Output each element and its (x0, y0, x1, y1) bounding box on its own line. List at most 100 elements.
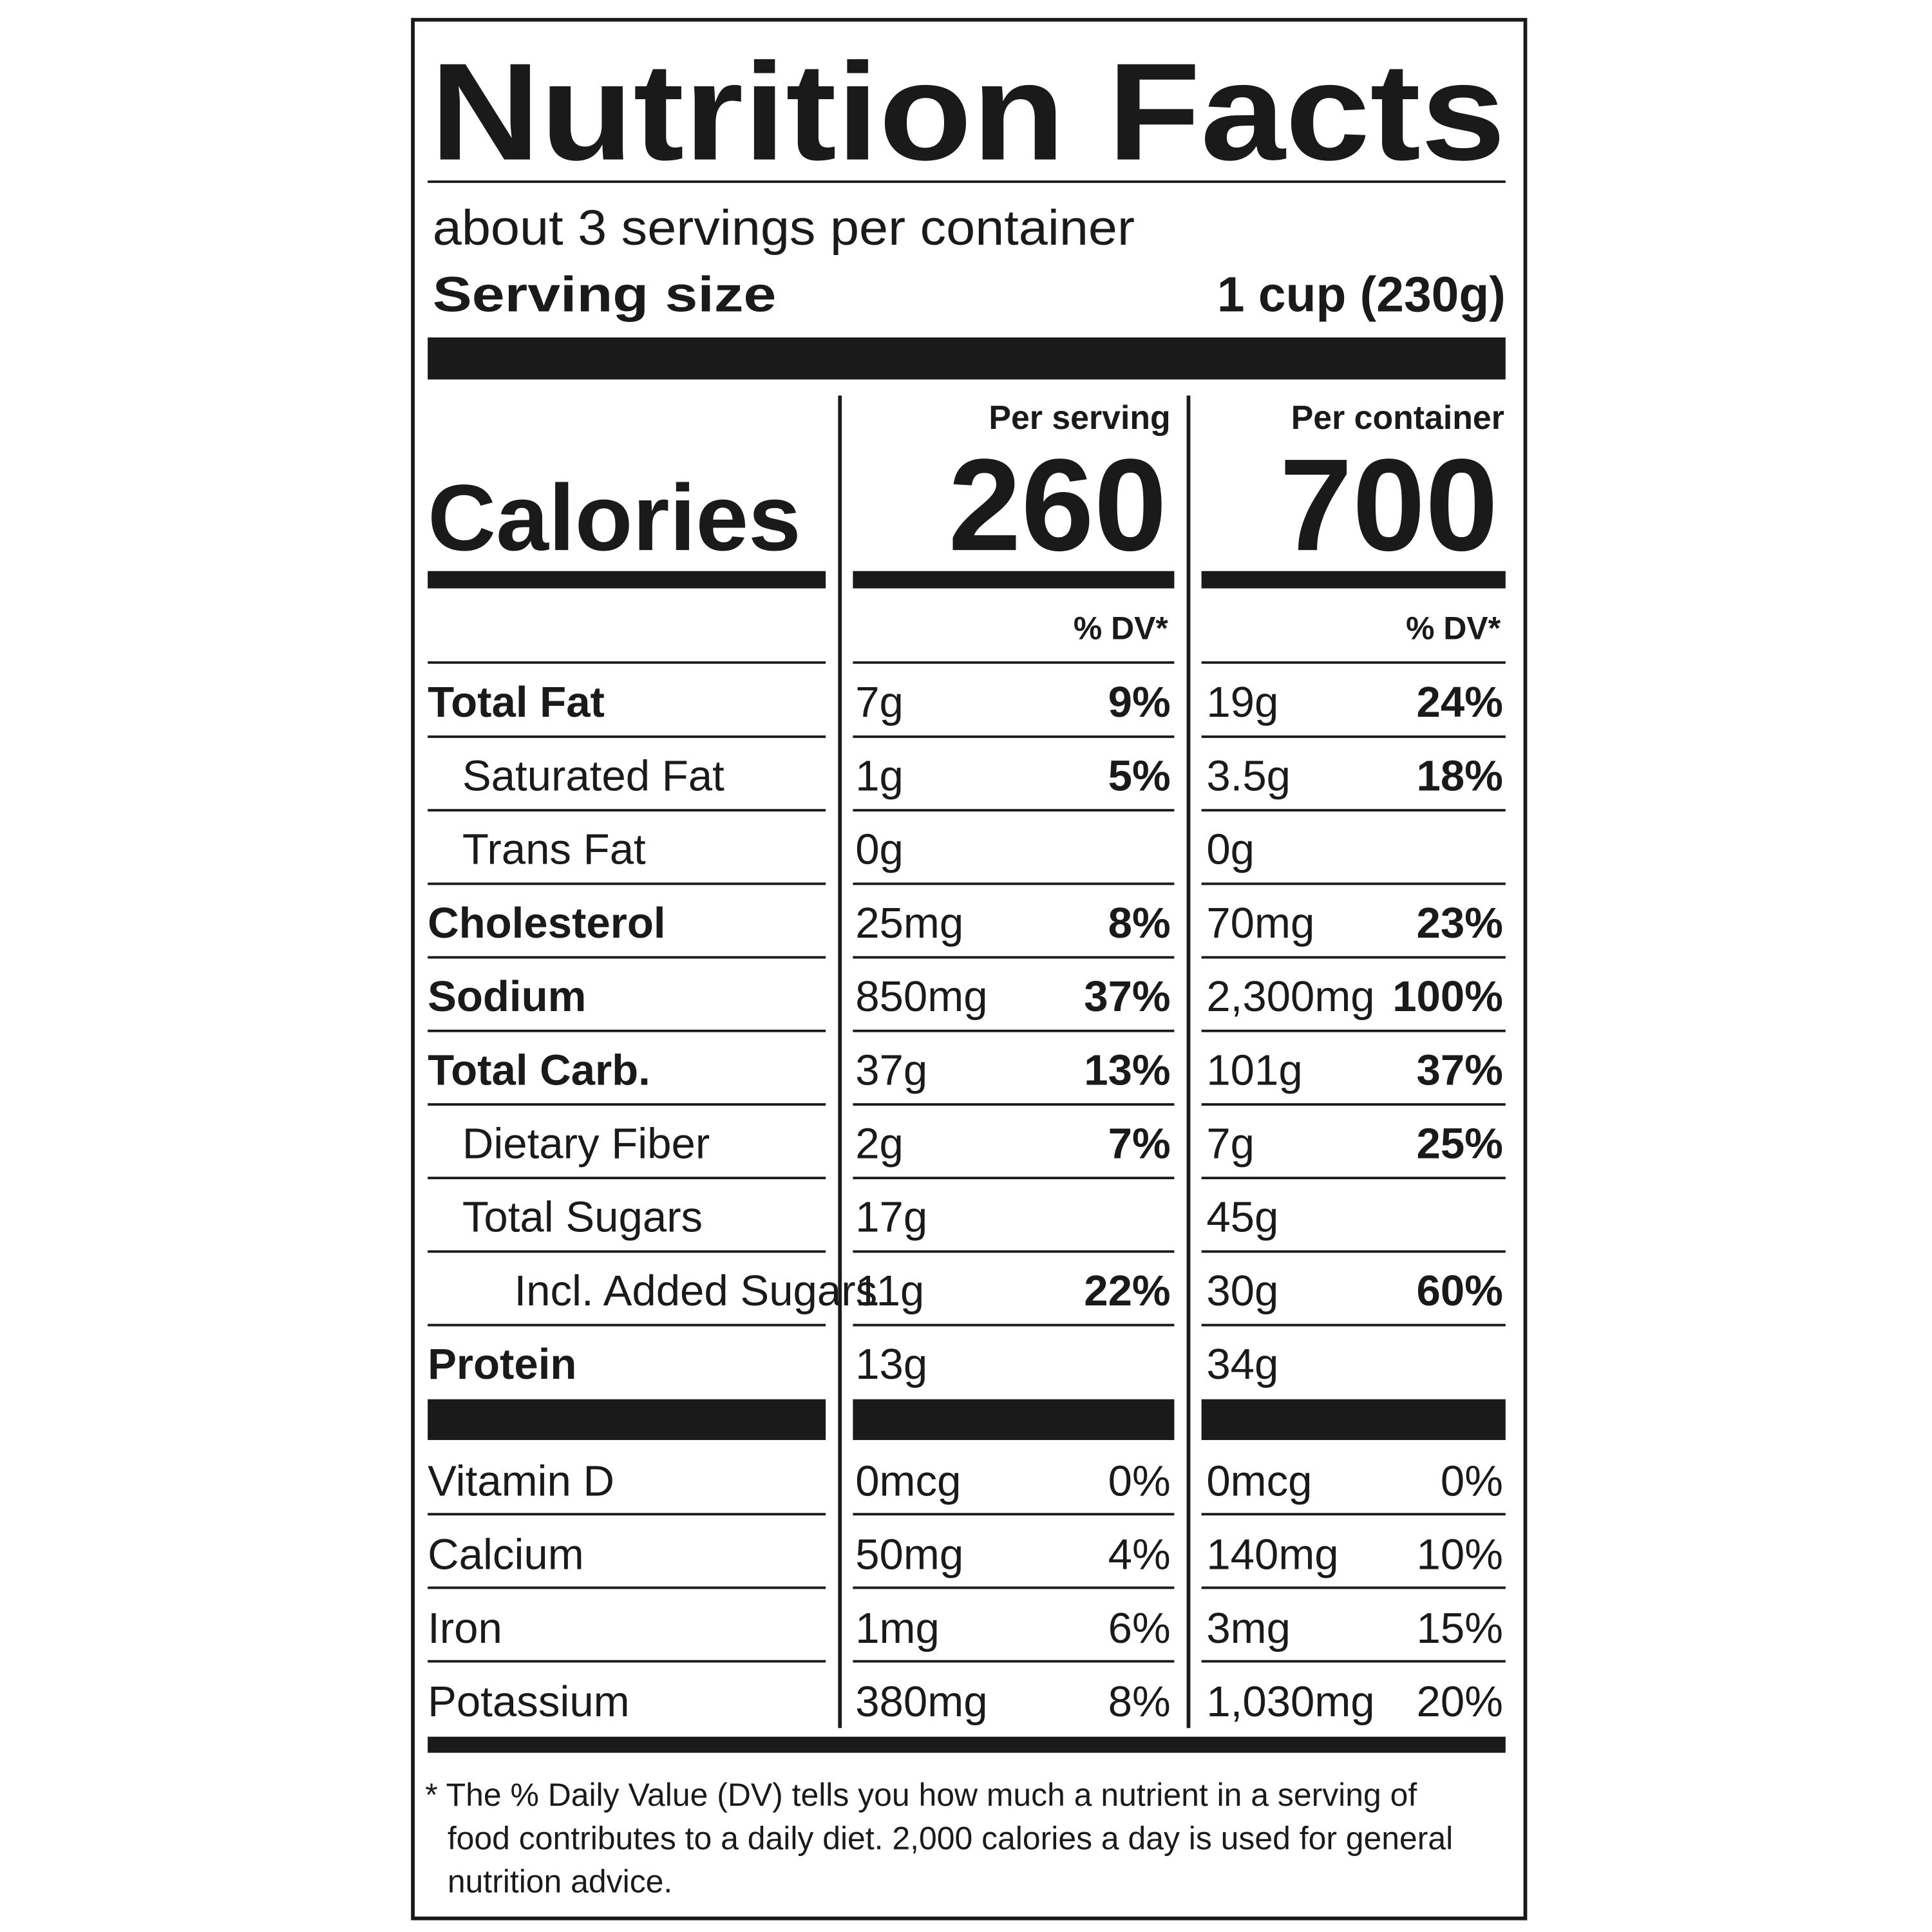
thick-bar (853, 1399, 1175, 1441)
footnote-line: nutrition advice. (448, 1864, 672, 1900)
column-divider (1186, 395, 1191, 1728)
amount: 37g (855, 1046, 927, 1094)
row-rule (853, 1103, 1175, 1106)
amount: 34g (1206, 1340, 1278, 1388)
row-rule (1201, 882, 1506, 886)
daily-value: 22% (1084, 1267, 1170, 1315)
thick-bar (1201, 1399, 1506, 1441)
nutrient-name: Total Carb. (428, 1046, 650, 1094)
row-rule (428, 882, 826, 886)
row-rule (1201, 1323, 1506, 1327)
row-rule (1201, 1250, 1506, 1253)
daily-value: 7% (1108, 1119, 1171, 1168)
column-header: Per serving (989, 399, 1170, 436)
amount: 0g (1206, 826, 1255, 874)
amount: 1g (855, 752, 904, 800)
amount: 850mg (855, 972, 987, 1021)
row-rule (428, 1323, 826, 1327)
row-rule (1201, 1029, 1506, 1032)
row-rule (1201, 735, 1506, 738)
daily-value: 8% (1108, 899, 1171, 947)
nutrient-name: Total Sugars (462, 1193, 703, 1242)
border (411, 17, 1528, 1920)
amount: 25mg (855, 899, 963, 947)
row-rule (428, 956, 826, 959)
amount: 7g (855, 678, 904, 726)
daily-value: 18% (1417, 752, 1503, 800)
daily-value: 25% (1417, 1119, 1503, 1168)
row-rule (428, 1103, 826, 1106)
nutrient-name: Iron (428, 1604, 502, 1653)
row-rule (853, 1586, 1175, 1589)
daily-value: 37% (1417, 1046, 1503, 1094)
footnote-line: * The % Daily Value (DV) tells you how m… (425, 1777, 1417, 1813)
daily-value: 24% (1417, 678, 1503, 726)
row-rule (428, 1513, 826, 1516)
row-rule (428, 1250, 826, 1253)
row-rule (428, 1029, 826, 1032)
row-rule (853, 809, 1175, 812)
row-rule (1201, 956, 1506, 959)
daily-value: 60% (1417, 1267, 1503, 1315)
amount: 50mg (855, 1531, 963, 1579)
serving-size-value: 1 cup (230g) (1217, 268, 1506, 323)
thick-bar (853, 571, 1175, 589)
amount: 3.5g (1206, 752, 1291, 800)
daily-value: 0% (1441, 1457, 1503, 1505)
row-rule (1201, 1103, 1506, 1106)
row-rule (428, 809, 826, 812)
nutrient-name: Saturated Fat (462, 752, 724, 800)
row-rule (428, 1660, 826, 1663)
thick-bar (428, 1736, 1506, 1753)
row-rule (1201, 809, 1506, 812)
nutrient-name: Potassium (428, 1678, 630, 1726)
row-rule (853, 1177, 1175, 1180)
amount: 2g (855, 1119, 904, 1168)
daily-value: 9% (1108, 678, 1171, 726)
dv-header: % DV* (1074, 610, 1169, 646)
daily-value: 10% (1417, 1531, 1503, 1579)
serving-size-label: Serving size (433, 268, 777, 323)
row-rule (853, 1029, 1175, 1032)
amount: 140mg (1206, 1531, 1338, 1579)
row-rule (1201, 1586, 1506, 1589)
row-rule (853, 1323, 1175, 1327)
daily-value: 13% (1084, 1046, 1170, 1094)
nutrient-name: Dietary Fiber (462, 1119, 710, 1168)
thick-bar (428, 337, 1506, 380)
amount: 0mcg (855, 1457, 961, 1505)
daily-value: 23% (1417, 899, 1503, 947)
daily-value: 37% (1084, 972, 1170, 1021)
thick-bar (1201, 571, 1506, 589)
nutrient-name: Sodium (428, 972, 586, 1021)
daily-value: 8% (1108, 1678, 1171, 1726)
daily-value: 6% (1108, 1604, 1171, 1653)
column-header: Per container (1291, 399, 1504, 436)
row-rule (428, 1586, 826, 1589)
nutrient-name: Calcium (428, 1531, 584, 1579)
row-rule (853, 1660, 1175, 1663)
row-rule (428, 1177, 826, 1180)
daily-value: 0% (1108, 1457, 1171, 1505)
row-rule (428, 735, 826, 738)
calories-serving: 260 (948, 432, 1166, 578)
amount: 45g (1206, 1193, 1278, 1242)
daily-value: 20% (1417, 1678, 1503, 1726)
amount: 3mg (1206, 1604, 1291, 1653)
amount: 11g (855, 1267, 924, 1315)
row-rule (853, 735, 1175, 738)
amount: 17g (855, 1193, 927, 1242)
row-rule (853, 956, 1175, 959)
row-rule (853, 1513, 1175, 1516)
amount: 101g (1206, 1046, 1302, 1094)
column-divider (838, 395, 842, 1728)
rule (428, 180, 1506, 184)
nutrient-name: Trans Fat (462, 826, 646, 874)
daily-value: 5% (1108, 752, 1171, 800)
row-rule (1201, 661, 1506, 664)
amount: 0g (855, 826, 904, 874)
row-rule (853, 882, 1175, 886)
